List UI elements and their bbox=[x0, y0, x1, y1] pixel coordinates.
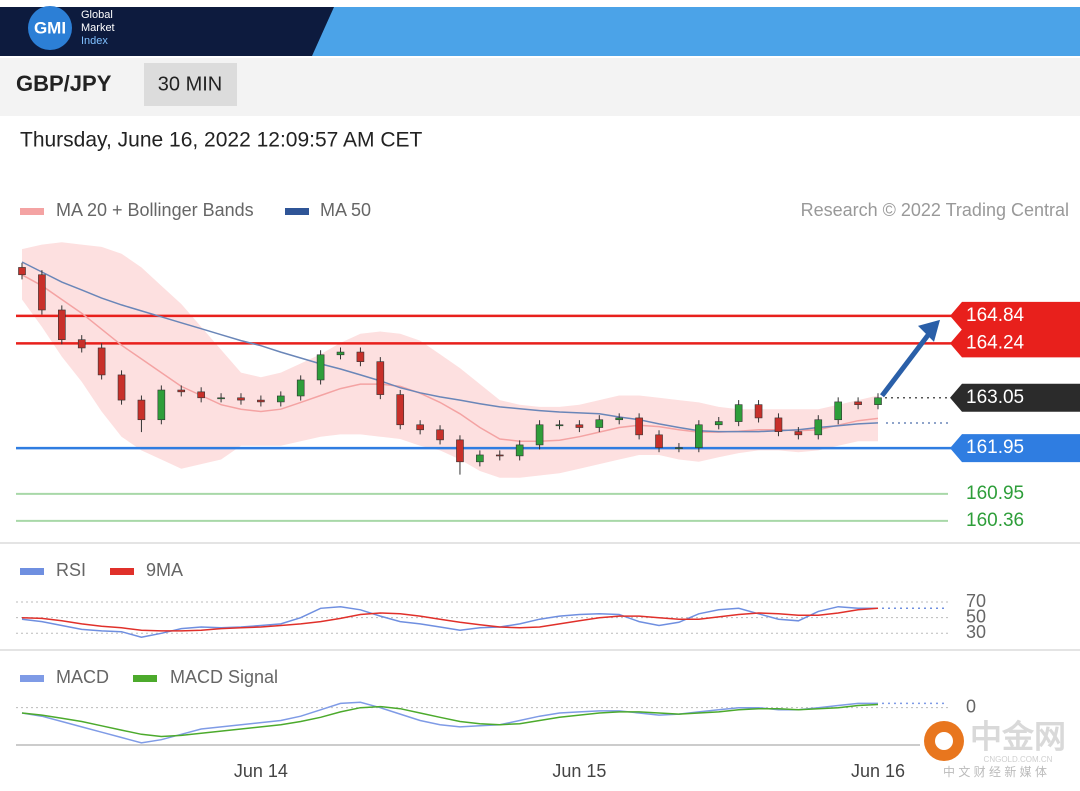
watermark-name: 中金网 bbox=[970, 718, 1066, 754]
indicator-line bbox=[21, 701, 878, 744]
target-arrow bbox=[880, 328, 934, 398]
legend-label: MA 50 bbox=[320, 200, 371, 220]
legend-swatch bbox=[285, 208, 309, 215]
timeframe-button[interactable] bbox=[144, 63, 237, 106]
y-tick-label: 50 bbox=[966, 606, 986, 626]
candle-body bbox=[615, 417, 624, 421]
level-label: 161.95 bbox=[966, 437, 1024, 458]
candle-body bbox=[97, 347, 106, 376]
watermark-domain: CNGOLD.COM.CN bbox=[984, 755, 1053, 764]
y-tick-label: 30 bbox=[966, 622, 986, 642]
candle-body bbox=[316, 354, 325, 381]
candle-body bbox=[38, 274, 46, 311]
timeframe[interactable]: 30 MIN bbox=[158, 73, 222, 95]
candle-body bbox=[436, 429, 444, 441]
indicator-line bbox=[21, 605, 878, 638]
candle-body bbox=[555, 424, 564, 427]
candle-body bbox=[336, 351, 345, 356]
legend-swatch bbox=[20, 568, 44, 575]
candle-body bbox=[774, 417, 783, 432]
candle-body bbox=[635, 417, 643, 436]
candle-body bbox=[794, 431, 803, 436]
candle-body bbox=[874, 397, 882, 405]
indicator-line bbox=[21, 703, 879, 738]
legend-swatch bbox=[20, 208, 44, 215]
candle-body bbox=[595, 419, 604, 428]
x-tick-label: Jun 16 bbox=[851, 761, 905, 781]
legend-label: MACD Signal bbox=[170, 667, 278, 687]
level-box bbox=[950, 383, 1080, 412]
candle-body bbox=[376, 361, 385, 395]
level-label: 164.24 bbox=[966, 332, 1025, 353]
candle-body bbox=[495, 454, 504, 457]
legend-label: MACD bbox=[56, 667, 109, 687]
candle-body bbox=[396, 394, 405, 426]
candle-body bbox=[754, 404, 763, 419]
candle-body bbox=[137, 399, 146, 421]
candle-body bbox=[157, 389, 166, 421]
legend-label: MA 20 + Bollinger Bands bbox=[56, 200, 254, 220]
x-tick-label: Jun 14 bbox=[234, 761, 288, 781]
candle-body bbox=[117, 374, 126, 401]
candle-body bbox=[296, 379, 305, 397]
candle-body bbox=[714, 421, 723, 426]
candle-body bbox=[217, 397, 225, 400]
brand-line: Global bbox=[81, 9, 113, 21]
candle-body bbox=[416, 424, 424, 431]
candle-body bbox=[257, 399, 265, 403]
logo: GMI bbox=[34, 18, 66, 37]
candle-body bbox=[177, 389, 186, 393]
brand-line: Index bbox=[81, 35, 108, 47]
candle-body bbox=[476, 454, 484, 463]
watermark-tagline: 中 文 财 经 新 媒 体 bbox=[943, 764, 1047, 779]
watermark-logo-inner bbox=[935, 732, 953, 750]
level-label: 164.84 bbox=[966, 305, 1025, 326]
level-box bbox=[950, 329, 1080, 358]
y-tick-label: 0 bbox=[966, 696, 976, 716]
legend-swatch bbox=[110, 568, 134, 575]
candle-body bbox=[535, 424, 544, 446]
candle-body bbox=[276, 395, 285, 403]
credit: Research © 2022 Trading Central bbox=[801, 200, 1069, 220]
candle-body bbox=[655, 434, 663, 448]
candle-body bbox=[834, 401, 842, 421]
candle-body bbox=[814, 419, 823, 436]
y-tick-label: 70 bbox=[966, 591, 986, 611]
legend-label: 9MA bbox=[146, 560, 183, 580]
candle-body bbox=[58, 309, 66, 341]
bollinger-band bbox=[22, 242, 878, 478]
candle-body bbox=[237, 397, 245, 401]
legend-swatch bbox=[20, 675, 44, 682]
timestamp: Thursday, June 16, 2022 12:09:57 AM CET bbox=[20, 129, 423, 152]
level-label: 160.95 bbox=[966, 483, 1024, 504]
x-tick-label: Jun 15 bbox=[552, 761, 606, 781]
ma-line bbox=[21, 261, 879, 433]
logo-circle bbox=[28, 6, 72, 50]
pair: GBP/JPY bbox=[16, 71, 112, 96]
candle-body bbox=[77, 339, 86, 349]
candle-body bbox=[854, 401, 862, 405]
candle-body bbox=[356, 351, 365, 362]
candle-body bbox=[18, 267, 26, 276]
level-label: 163.05 bbox=[966, 387, 1024, 408]
candle-body bbox=[197, 391, 205, 399]
level-label: 160.36 bbox=[966, 510, 1024, 531]
candle-body bbox=[734, 404, 743, 422]
level-box bbox=[950, 301, 1080, 330]
candle-body bbox=[575, 424, 584, 428]
header-brand-area bbox=[0, 7, 334, 56]
candle-body bbox=[456, 439, 464, 463]
indicator-line bbox=[21, 607, 879, 632]
target-arrow-head bbox=[918, 319, 940, 342]
candle-body bbox=[515, 444, 524, 457]
legend-label: RSI bbox=[56, 560, 86, 580]
legend-swatch bbox=[133, 675, 157, 682]
brand-line: Market bbox=[81, 22, 115, 34]
candle-body bbox=[695, 424, 703, 448]
candle-body bbox=[675, 447, 683, 449]
level-box bbox=[950, 434, 1080, 463]
